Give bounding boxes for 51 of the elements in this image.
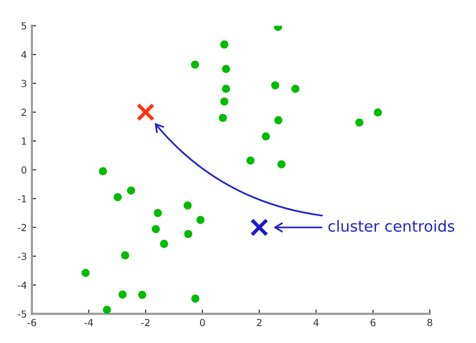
x-tick-label: -4 xyxy=(84,319,94,326)
x-tick-label: 2 xyxy=(256,318,262,326)
point xyxy=(102,306,111,314)
point xyxy=(220,40,228,48)
point xyxy=(222,84,230,93)
x-tick-label: 4 xyxy=(314,319,319,326)
y-tick-label: -3 xyxy=(18,252,26,260)
point xyxy=(98,167,107,176)
y-tick-label: -5 xyxy=(18,310,26,318)
point xyxy=(118,290,127,299)
y-tick-label: 4 xyxy=(21,51,26,58)
point xyxy=(190,60,200,69)
point xyxy=(114,193,122,202)
point xyxy=(220,97,228,106)
y-tick-label: -2 xyxy=(18,224,26,232)
y-tick-label: 5 xyxy=(22,22,26,30)
point xyxy=(262,132,270,140)
point xyxy=(121,251,130,260)
y-tick-label: -4 xyxy=(18,282,26,289)
point xyxy=(271,81,280,90)
point xyxy=(82,268,90,277)
x-tick-label: 0 xyxy=(200,318,205,326)
point xyxy=(250,218,268,236)
point xyxy=(138,290,146,299)
point xyxy=(191,294,200,303)
point xyxy=(355,118,364,127)
point xyxy=(127,186,136,195)
y-tick-label: -1 xyxy=(18,195,26,202)
point xyxy=(222,64,230,73)
point xyxy=(160,240,168,248)
point xyxy=(277,160,286,168)
point xyxy=(136,103,155,122)
x-tick-label: 6 xyxy=(370,318,376,326)
point xyxy=(374,108,382,116)
annotation: cluster centroids xyxy=(328,220,454,232)
x-tick-label: -6 xyxy=(28,318,36,326)
point xyxy=(154,208,162,218)
y-tick-label: 2 xyxy=(22,108,26,116)
y-tick-label: 1 xyxy=(22,138,26,145)
point xyxy=(184,201,192,210)
x-tick-label: -2 xyxy=(141,318,150,326)
point xyxy=(291,84,300,93)
y-tick-label: 0 xyxy=(21,166,26,174)
point xyxy=(246,156,255,165)
x-tick-label: 8 xyxy=(427,318,432,326)
y-tick-label: 3 xyxy=(22,80,26,88)
point xyxy=(218,114,227,122)
point xyxy=(152,225,160,234)
point xyxy=(184,230,192,238)
point xyxy=(196,216,204,224)
point xyxy=(274,116,282,124)
